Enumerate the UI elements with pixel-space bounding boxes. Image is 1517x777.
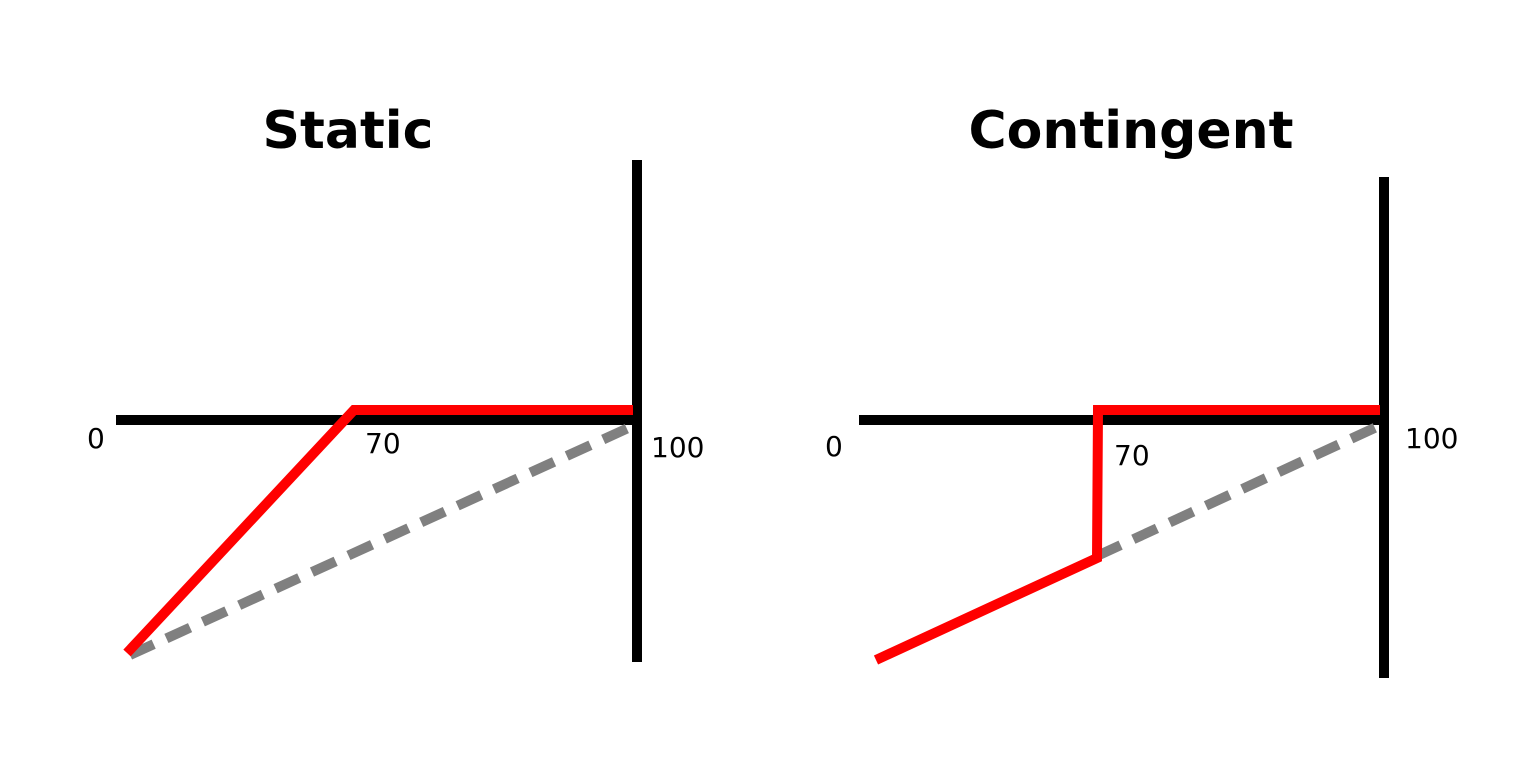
contingent-label-origin: 0: [825, 430, 843, 463]
static-payoff-line: [123, 405, 633, 657]
static-label-end: 100: [651, 431, 704, 464]
contingent-reference-line: [1094, 420, 1384, 561]
static-label-kink: 70: [365, 427, 401, 460]
contingent-label-end: 100: [1405, 422, 1458, 455]
static-panel: Static 0 70 100: [87, 101, 704, 662]
contingent-label-kink: 70: [1114, 439, 1150, 472]
contingent-payoff-line: [873, 405, 1380, 665]
static-panel-title: Static: [263, 101, 434, 161]
contingent-panel-title: Contingent: [969, 101, 1294, 161]
static-label-origin: 0: [87, 422, 105, 455]
static-reference-line: [127, 419, 640, 660]
contingent-panel: Contingent 0 70 100: [825, 101, 1458, 678]
